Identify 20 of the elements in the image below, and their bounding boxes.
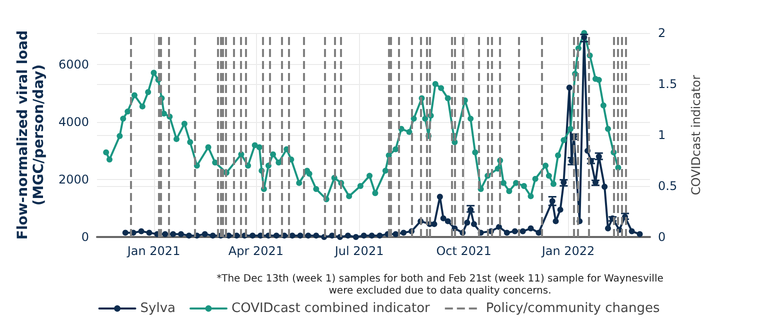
x-tick-label: Jan 2022	[540, 244, 595, 258]
x-tick-label: Apr 2021	[228, 244, 284, 258]
y-axis-title: Flow-normalized viral load (MGC/person/day)	[15, 30, 47, 240]
y-tick-label: 6000	[58, 58, 89, 72]
legend-label: COVIDcast combined indicator	[231, 301, 431, 316]
y2-tick-label: 1.5	[658, 77, 678, 91]
x-tick-label: Oct 2021	[436, 244, 492, 258]
y2-tick-label: 2	[658, 26, 666, 40]
y2-tick-label: 0.5	[658, 179, 678, 193]
legend-label: Policy/community changes	[486, 301, 660, 316]
legend-label: Sylva	[140, 301, 176, 316]
y2-tick-label: 0	[658, 230, 666, 244]
y-tick-label: 2000	[58, 172, 89, 187]
y2-axis-title: COVIDcast indicator	[688, 74, 703, 196]
x-tick-label: Jul 2021	[334, 244, 384, 258]
y2-tick-label: 1	[658, 128, 666, 142]
y-tick-label: 0	[81, 230, 89, 244]
x-tick-label: Jan 2021	[126, 244, 180, 258]
y-tick-label: 4000	[58, 115, 89, 130]
text: *The Dec 13th (week 1) samples for both and Feb 21st (week 11) sample for Waynesville were excluded due to data quality concerns.	[216, 274, 664, 296]
